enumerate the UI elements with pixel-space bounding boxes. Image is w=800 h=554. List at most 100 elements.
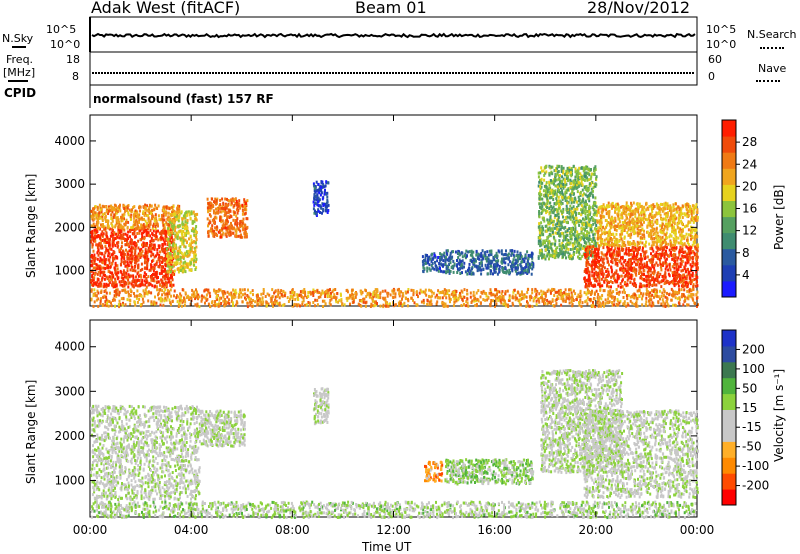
power-cell — [190, 238, 193, 242]
power-cell — [108, 281, 111, 285]
power-cell — [172, 205, 175, 208]
power-cell — [245, 217, 248, 221]
power-cell — [599, 284, 601, 288]
power-cell — [647, 207, 650, 211]
power-cell — [422, 263, 425, 267]
power-cell — [99, 241, 102, 245]
power-cell — [512, 253, 515, 257]
power-cell — [135, 242, 137, 246]
power-cell — [545, 186, 548, 189]
power-cell — [554, 184, 557, 188]
power-cell — [683, 267, 686, 271]
power-cell — [620, 274, 623, 278]
power-cell — [139, 205, 142, 209]
power-cell — [193, 233, 196, 237]
power-cell — [114, 223, 117, 227]
power-cell — [105, 234, 108, 238]
power-cell — [643, 273, 645, 277]
power-cell — [574, 210, 577, 214]
power-cell — [424, 259, 426, 263]
power-cell — [424, 262, 427, 265]
power-cell — [178, 224, 181, 228]
power-cell — [530, 272, 533, 276]
power-cell — [586, 233, 589, 237]
power-cell — [625, 271, 628, 275]
power-cell — [594, 201, 596, 205]
power-cell — [566, 201, 569, 205]
power-cell — [327, 181, 330, 185]
power-cell — [486, 272, 489, 276]
power-cell — [231, 198, 234, 202]
power-cell — [120, 257, 123, 261]
power-cell — [168, 207, 171, 211]
power-cell — [195, 245, 198, 249]
power-cell — [121, 216, 124, 220]
power-cell — [504, 261, 507, 265]
power-cell — [174, 226, 177, 230]
power-cell — [108, 261, 111, 265]
power-cell — [194, 268, 197, 271]
power-cell — [581, 247, 584, 250]
power-cell — [107, 238, 110, 242]
power-cell — [132, 225, 135, 229]
power-cell — [582, 232, 585, 236]
power-cell — [574, 227, 577, 231]
power-cell — [117, 276, 120, 280]
power-cell — [169, 280, 172, 284]
power-cell — [191, 257, 194, 261]
power-cell — [562, 186, 565, 190]
power-cell — [94, 256, 97, 260]
power-cell — [638, 272, 640, 275]
power-cell — [156, 207, 159, 210]
power-cell — [324, 184, 327, 188]
power-cell — [325, 180, 328, 184]
power-cell — [99, 206, 102, 210]
power-cell — [147, 234, 150, 238]
power-cell — [438, 262, 441, 265]
power-cell — [494, 263, 496, 267]
power-cell — [691, 278, 694, 282]
power-cell — [581, 188, 584, 192]
power-cell — [131, 265, 134, 269]
power-cell — [552, 211, 555, 215]
power-cell — [588, 182, 591, 186]
power-cell — [97, 243, 100, 247]
power-cell — [630, 259, 632, 263]
power-cell — [524, 268, 527, 272]
power-cell — [245, 232, 248, 236]
power-cell — [157, 214, 160, 218]
power-cell — [658, 281, 661, 285]
power-cell — [122, 232, 125, 236]
power-cell — [564, 230, 567, 234]
power-cell — [136, 258, 139, 262]
power-cell — [170, 285, 173, 289]
power-cell — [114, 285, 117, 288]
power-cell — [580, 181, 583, 185]
power-cell — [226, 226, 229, 230]
power-cell — [98, 243, 101, 247]
power-cell — [163, 247, 166, 251]
power-cell — [551, 230, 554, 234]
power-cell — [538, 251, 541, 255]
power-cell — [115, 232, 117, 236]
power-cell — [571, 227, 573, 231]
power-cell — [120, 247, 122, 251]
power-cell — [174, 215, 177, 219]
power-cell — [184, 238, 187, 242]
power-cell — [177, 224, 179, 228]
power-cell — [126, 254, 129, 258]
power-cell — [601, 260, 604, 264]
power-cell — [592, 245, 595, 249]
nsky-legend-line — [12, 46, 26, 48]
power-cell — [118, 280, 121, 284]
power-cell — [108, 237, 111, 241]
power-cell — [154, 273, 157, 277]
power-cell — [630, 274, 633, 278]
power-cell — [426, 269, 429, 273]
power-cell — [671, 271, 674, 275]
power-cell — [573, 234, 576, 238]
power-cell — [128, 275, 131, 279]
power-cell — [122, 277, 125, 280]
power-cell — [526, 250, 529, 254]
power-cell — [161, 243, 164, 246]
